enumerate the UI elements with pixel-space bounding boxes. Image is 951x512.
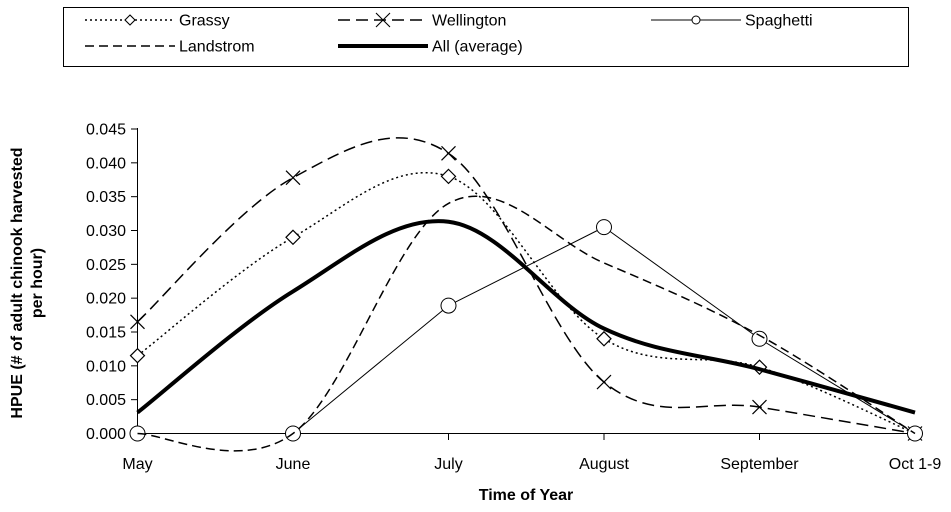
legend-marker xyxy=(124,14,136,26)
legend-item-all-average: All (average) xyxy=(338,39,523,56)
series-line-spaghetti xyxy=(137,226,916,434)
legend: Grassy Wellington Spaghetti Landstrom All (a… xyxy=(63,7,909,67)
y-tick-label: 0.025 xyxy=(86,257,126,274)
y-axis-title: HPUE (# of adult chinook harvested per h… xyxy=(9,147,46,418)
y-tick-label: 0.040 xyxy=(86,155,126,172)
series-line-landstrom xyxy=(137,195,916,452)
series-all-average xyxy=(136,219,916,415)
y-axis-title-line-1: HPUE (# of adult chinook harvested xyxy=(9,147,26,418)
legend-item-wellington: Wellington xyxy=(338,13,506,30)
legend-label: Landstrom xyxy=(179,39,255,56)
x-tick-label: June xyxy=(276,456,311,473)
series-grassy-marker xyxy=(596,330,612,347)
series-wellington-marker xyxy=(285,170,301,186)
y-tick-label: 0.035 xyxy=(86,189,126,206)
legend-label: Spaghetti xyxy=(745,13,813,30)
legend-item-spaghetti: Spaghetti xyxy=(651,13,813,30)
legend-label: Wellington xyxy=(432,13,506,30)
series-wellington-marker xyxy=(130,314,145,330)
series-grassy-marker xyxy=(285,229,301,246)
series-line-wellington xyxy=(136,137,916,435)
series-grassy xyxy=(129,168,923,442)
series-line-all-average xyxy=(136,219,916,415)
series-line-grassy xyxy=(137,171,916,435)
series-spaghetti-marker xyxy=(751,330,768,347)
legend-item-landstrom: Landstrom xyxy=(85,39,255,56)
series-wellington-marker xyxy=(752,399,767,415)
y-tick-label: 0.045 xyxy=(86,122,126,139)
legend-label: All (average) xyxy=(432,39,523,56)
y-tick-label: 0.010 xyxy=(86,358,126,375)
y-tick-label: 0.015 xyxy=(86,325,126,342)
series-wellington-marker xyxy=(441,145,456,161)
legend-box xyxy=(63,7,909,67)
legend-item-grassy: Grassy xyxy=(85,13,230,30)
series-landstrom xyxy=(137,195,916,452)
series-spaghetti-marker xyxy=(440,297,457,314)
y-tick-label: 0.020 xyxy=(86,291,126,308)
x-axis-title: Time of Year xyxy=(479,487,574,504)
series-spaghetti xyxy=(129,219,923,442)
x-tick-label: July xyxy=(434,456,462,473)
y-axis-title-line-2: per hour) xyxy=(29,248,46,318)
series-wellington xyxy=(130,137,923,441)
y-tick-label: 0.030 xyxy=(86,223,126,240)
series-wellington-marker xyxy=(596,374,612,390)
y-tick-label: 0.000 xyxy=(86,426,126,443)
x-tick-label: August xyxy=(579,456,629,473)
legend-label: Grassy xyxy=(179,13,230,30)
x-tick-label: September xyxy=(720,456,799,473)
plot-area: 0.000 0.005 0.010 0.015 0.020 0.025 0.030 0.035… xyxy=(86,122,941,474)
series-grassy-marker xyxy=(440,168,457,185)
legend-marker xyxy=(691,15,701,25)
series-grassy-marker xyxy=(129,347,146,364)
x-tick-label: Oct 1-9 xyxy=(889,456,942,473)
y-tick-label: 0.005 xyxy=(86,392,126,409)
legend-marker xyxy=(375,12,391,28)
x-tick-label: May xyxy=(122,456,152,473)
series-spaghetti-marker xyxy=(596,219,612,236)
